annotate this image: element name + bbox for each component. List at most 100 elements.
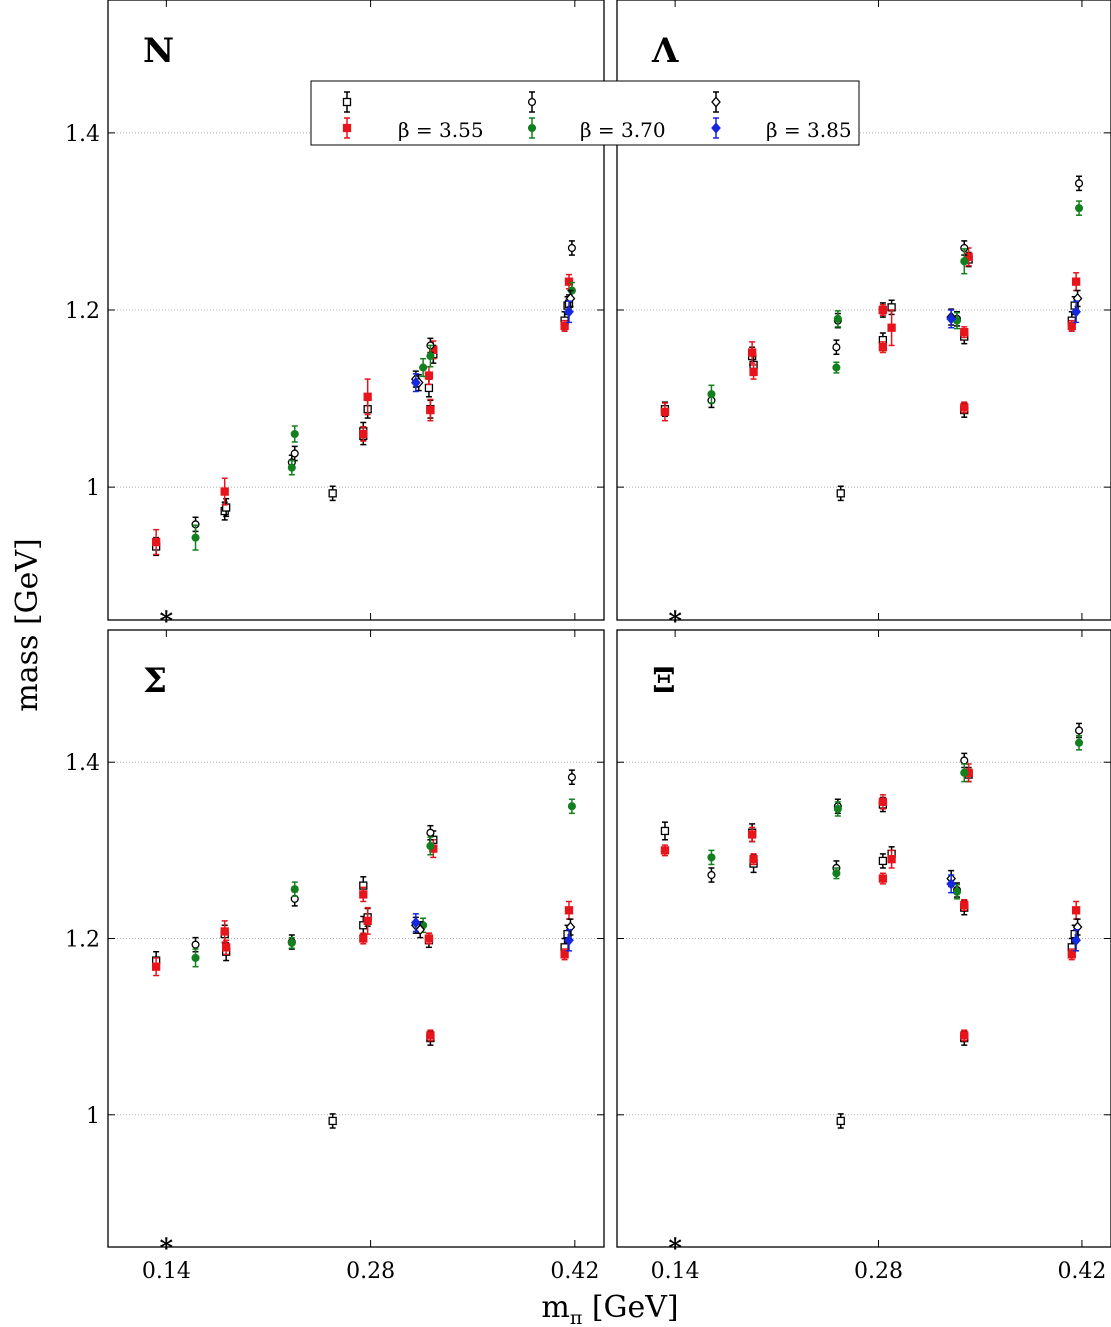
marker-circle: [960, 768, 969, 777]
marker-square: [424, 383, 434, 393]
x-tick-label-sigma-0: 0.14: [142, 1259, 191, 1284]
marker-square: [564, 906, 574, 915]
marker-square: [747, 348, 757, 357]
data-point-n-filled-3-70-0: [191, 524, 200, 551]
data-point-lambda-filled-3-55-8: [964, 247, 973, 267]
legend-marker-shape: [342, 123, 352, 133]
data-point-xi-filled-3-55-10: [1071, 900, 1081, 920]
data-point-n-filled-3-55-5: [426, 398, 435, 422]
legend-marker-shape: [711, 96, 721, 108]
panel-title-sigma: Σ: [143, 661, 167, 701]
marker-circle: [707, 870, 716, 880]
data-point-lambda-filled-3-55-4: [878, 303, 888, 317]
marker-square: [1067, 950, 1076, 959]
data-point-lambda-filled-3-55-0: [660, 402, 670, 422]
data-point-n-open-3-55-2: [222, 497, 231, 518]
marker-circle: [832, 343, 841, 352]
data-point-n-filled-3-70-1: [287, 459, 296, 476]
data-point-sigma-filled-3-55-2: [222, 939, 231, 956]
data-point-sigma-filled-3-55-9: [560, 948, 569, 961]
y-tick-label-sigma-0: 1: [86, 1104, 100, 1129]
panel-sigma: 1 1.2 1.4 0.14 0.28 0.42 Σ *: [65, 629, 605, 1284]
y-tick-label-n-0: 1: [86, 476, 100, 501]
marker-circle: [567, 243, 576, 253]
x-tick-label-xi-1: 0.28: [854, 1259, 903, 1284]
data-point-lambda-filled-3-70-1: [832, 361, 841, 374]
marker-square: [222, 943, 231, 952]
marker-circle: [426, 828, 435, 837]
legend-marker-filled-0: [342, 117, 352, 139]
data-point-n-open-3-55-3: [328, 485, 337, 502]
data-point-sigma-open-3-70-4: [567, 769, 576, 785]
legend-markers: [342, 91, 721, 139]
data-point-sigma-filled-3-70-4: [426, 836, 435, 856]
marker-square: [359, 921, 368, 930]
data-point-n-filled-3-70-3: [419, 357, 428, 378]
data-point-sigma-filled-3-70-5: [567, 798, 576, 815]
marker-square: [363, 916, 372, 926]
marker-diamond: [1071, 306, 1081, 318]
data-point-lambda-open-3-55-3: [836, 485, 845, 502]
marker-square: [836, 489, 845, 498]
y-tick-label-n-1: 1.2: [65, 299, 100, 324]
marker-diamond: [564, 306, 574, 318]
marker-circle: [1074, 179, 1084, 188]
data-point-xi-filled-3-55-2: [749, 853, 758, 866]
data-point-xi-filled-3-55-5: [887, 849, 896, 869]
data-point-xi-filled-3-55-3: [878, 872, 888, 885]
marker-circle: [191, 533, 200, 542]
data-point-xi-filled-3-85-1: [1071, 928, 1081, 952]
y-tick-label-sigma-1: 1.2: [65, 928, 100, 953]
data-point-n-filled-3-55-1: [220, 477, 229, 506]
data-point-n-filled-3-55-3: [363, 378, 372, 416]
data-point-sigma-open-3-55-3: [328, 1113, 337, 1129]
legend-marker-shape: [527, 97, 537, 107]
marker-circle: [1074, 726, 1084, 735]
marker-circle: [290, 429, 299, 439]
marker-square: [560, 950, 569, 959]
marker-square: [878, 343, 888, 352]
marker-circle: [1074, 204, 1084, 213]
x-tick-label-xi-0: 0.14: [651, 1259, 700, 1284]
data-point-xi-filled-3-70-4: [960, 763, 969, 783]
marker-square: [960, 900, 969, 910]
legend-marker-shape: [711, 122, 721, 134]
data-point-sigma-filled-3-85-1: [564, 928, 574, 952]
data-point-n-open-3-70-4: [567, 240, 576, 256]
data-point-xi-filled-3-55-1: [747, 826, 757, 843]
marker-diamond: [410, 917, 421, 929]
marker-diamond: [564, 934, 574, 946]
marker-square: [359, 934, 368, 943]
marker-circle: [960, 756, 969, 765]
x-axis-label: mπ [GeV]: [541, 1290, 678, 1327]
marker-circle: [960, 257, 969, 266]
data-point-xi-filled-3-55-7: [960, 1029, 969, 1042]
x-tick-label-sigma-2: 0.42: [550, 1259, 599, 1284]
data-point-n-filled-3-85-0: [410, 373, 421, 393]
panel-n: 11.21.4N*: [65, 0, 605, 637]
data-point-n-filled-3-55-7: [560, 319, 569, 333]
data-point-xi-open-3-55-0: [660, 821, 670, 841]
marker-square: [222, 503, 231, 512]
data-point-lambda-filled-3-85-0: [946, 309, 957, 329]
data-point-lambda-filled-3-55-6: [960, 326, 969, 339]
data-point-lambda-filled-3-85-1: [1071, 300, 1081, 324]
panel-title-xi: Ξ: [652, 661, 676, 701]
legend-marker-shape: [342, 97, 352, 107]
data-point-lambda-filled-3-70-4: [960, 248, 969, 275]
data-point-xi-filled-3-70-5: [1074, 735, 1084, 751]
data-point-xi-open-3-70-0: [707, 867, 716, 883]
marker-circle: [287, 463, 296, 472]
data-point-lambda-filled-3-55-7: [960, 401, 969, 414]
data-point-n-filled-3-55-0: [151, 528, 161, 556]
marker-circle: [419, 363, 428, 372]
data-point-lambda-filled-3-55-1: [747, 341, 757, 364]
panel-xi: 0.14 0.28 0.42 Ξ *: [616, 629, 1111, 1284]
data-point-xi-filled-3-55-6: [960, 898, 969, 912]
legend: β = 3.55 β = 3.70 β = 3.85: [310, 80, 860, 146]
marker-circle: [290, 885, 299, 894]
data-point-sigma-filled-3-55-10: [564, 900, 574, 920]
legend-marker-open-0: [342, 91, 352, 113]
legend-marker-open-1: [527, 91, 537, 113]
